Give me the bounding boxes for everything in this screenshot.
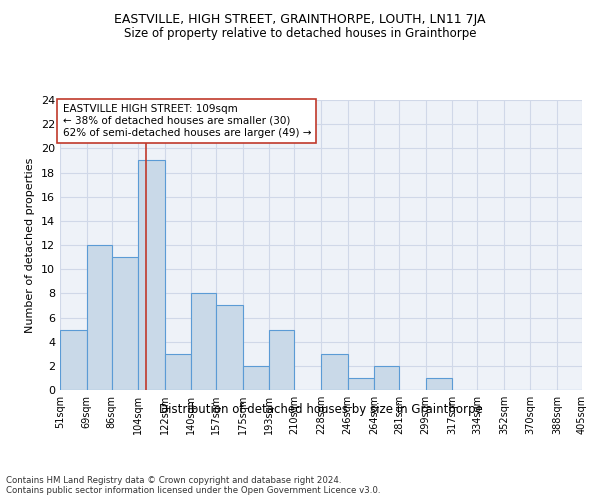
Bar bbox=[425, 378, 452, 390]
Bar bbox=[347, 378, 374, 390]
Bar bbox=[321, 354, 347, 390]
Bar bbox=[217, 306, 243, 390]
Bar bbox=[191, 294, 217, 390]
Bar bbox=[138, 160, 164, 390]
Bar bbox=[164, 354, 191, 390]
Bar bbox=[269, 330, 295, 390]
Bar bbox=[243, 366, 269, 390]
Text: EASTVILLE HIGH STREET: 109sqm
← 38% of detached houses are smaller (30)
62% of s: EASTVILLE HIGH STREET: 109sqm ← 38% of d… bbox=[62, 104, 311, 138]
Text: Contains HM Land Registry data © Crown copyright and database right 2024.
Contai: Contains HM Land Registry data © Crown c… bbox=[6, 476, 380, 495]
Y-axis label: Number of detached properties: Number of detached properties bbox=[25, 158, 35, 332]
Bar bbox=[60, 330, 86, 390]
Text: Distribution of detached houses by size in Grainthorpe: Distribution of detached houses by size … bbox=[159, 402, 483, 415]
Text: Size of property relative to detached houses in Grainthorpe: Size of property relative to detached ho… bbox=[124, 28, 476, 40]
Bar bbox=[374, 366, 399, 390]
Text: EASTVILLE, HIGH STREET, GRAINTHORPE, LOUTH, LN11 7JA: EASTVILLE, HIGH STREET, GRAINTHORPE, LOU… bbox=[114, 12, 486, 26]
Bar bbox=[86, 245, 112, 390]
Bar bbox=[112, 257, 138, 390]
